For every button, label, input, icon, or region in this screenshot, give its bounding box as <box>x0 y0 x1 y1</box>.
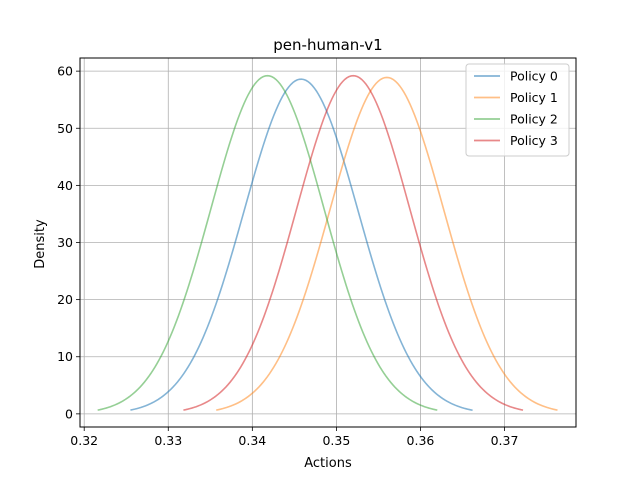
y-tick-label: 50 <box>57 121 73 136</box>
legend-label: Policy 1 <box>510 90 558 105</box>
legend-label: Policy 2 <box>510 112 558 127</box>
series-line-policy-1 <box>216 76 558 411</box>
y-tick-label: 10 <box>57 349 73 364</box>
y-tick-label: 20 <box>57 292 73 307</box>
chart-title: pen-human-v1 <box>273 36 382 54</box>
y-axis-label: Density <box>33 219 48 269</box>
y-tick-label: 40 <box>57 178 73 193</box>
x-tick-label: 0.36 <box>407 433 435 448</box>
series-line-policy-2 <box>97 74 438 411</box>
legend-label: Policy 3 <box>510 133 558 148</box>
series-line-policy-0 <box>130 78 473 412</box>
series-layer <box>97 74 558 412</box>
y-axis-ticks: 0 10 20 30 40 50 60 <box>57 64 80 421</box>
x-tick-label: 0.37 <box>491 433 519 448</box>
x-tick-label: 0.35 <box>322 433 350 448</box>
y-tick-label: 30 <box>57 235 73 250</box>
x-tick-label: 0.34 <box>238 433 266 448</box>
legend-box <box>465 63 570 157</box>
y-tick-label: 60 <box>57 64 73 79</box>
x-axis-label: Actions <box>304 456 352 471</box>
x-tick-label: 0.32 <box>70 433 98 448</box>
y-tick-label: 0 <box>65 406 73 421</box>
x-tick-label: 0.33 <box>154 433 182 448</box>
series-line-policy-3 <box>183 74 524 411</box>
legend-label: Policy 0 <box>510 69 558 84</box>
legend: Policy 0 Policy 1 Policy 2 Policy 3 <box>465 63 570 157</box>
x-axis-ticks: 0.32 0.33 0.34 0.35 0.36 0.37 <box>70 427 518 448</box>
